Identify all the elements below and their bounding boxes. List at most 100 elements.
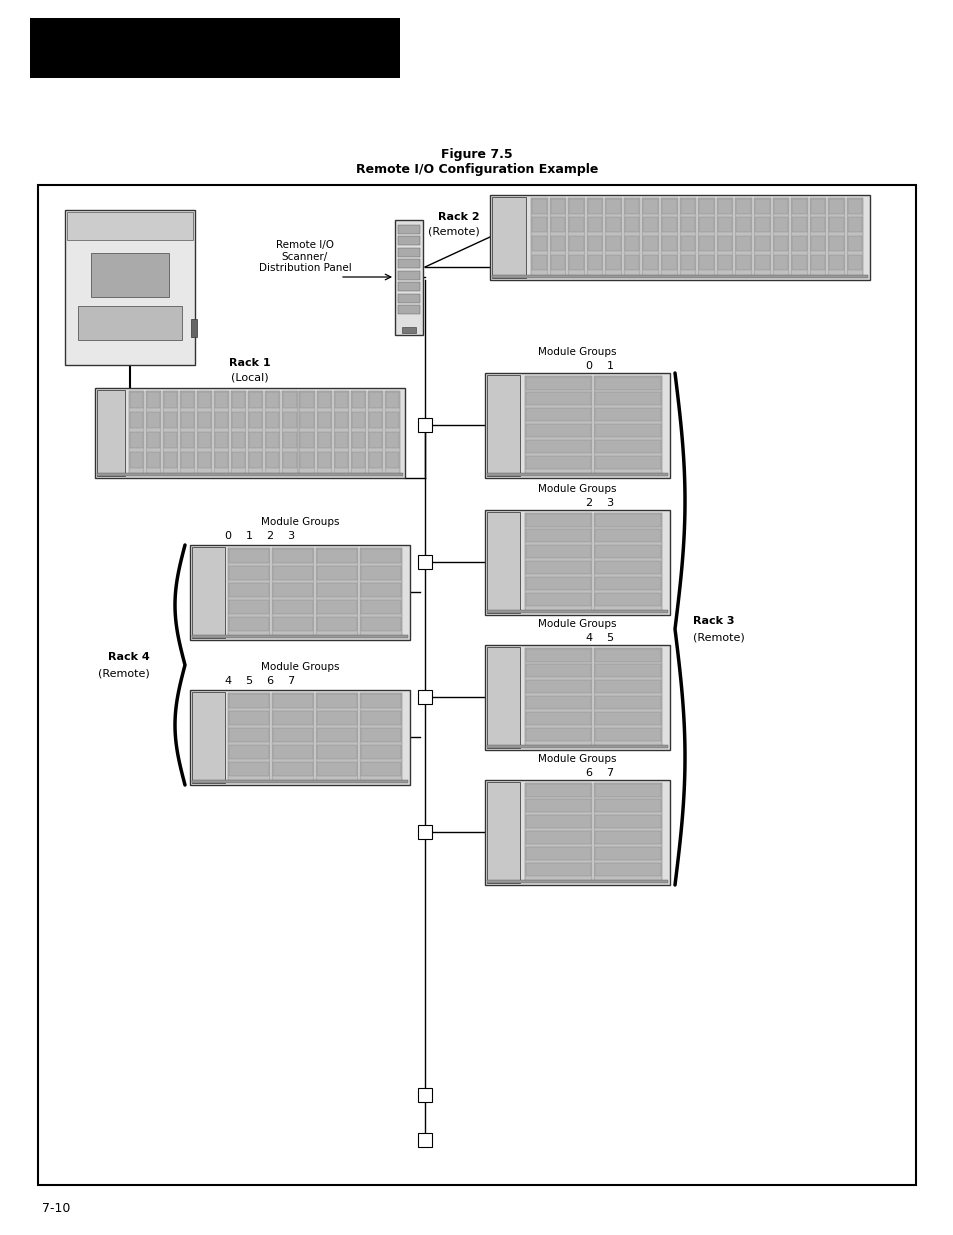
Bar	[791, 236, 806, 251]
Bar	[754, 199, 769, 214]
Bar	[233, 432, 245, 448]
Bar	[67, 212, 193, 240]
Bar	[385, 452, 398, 468]
Bar	[265, 391, 280, 475]
Bar	[736, 199, 750, 214]
Bar	[282, 391, 297, 475]
Bar	[484, 645, 669, 750]
Text: Module Groups: Module Groups	[537, 755, 616, 764]
Bar	[274, 618, 314, 631]
Bar	[249, 452, 262, 468]
Bar	[532, 217, 546, 232]
Bar	[791, 199, 806, 214]
Bar	[595, 545, 659, 558]
Bar	[595, 815, 659, 827]
Bar	[181, 432, 194, 448]
Bar	[773, 199, 787, 214]
Bar	[773, 217, 787, 232]
Bar	[525, 863, 591, 876]
Bar	[525, 577, 591, 590]
Bar	[624, 199, 639, 214]
Bar	[606, 254, 620, 270]
Bar	[486, 610, 667, 613]
Bar	[642, 199, 658, 214]
Bar	[130, 391, 143, 408]
Bar	[352, 412, 364, 429]
Bar	[810, 217, 824, 232]
Bar	[525, 408, 591, 421]
Bar	[624, 254, 639, 270]
Bar	[595, 514, 659, 527]
Bar	[335, 412, 347, 429]
Bar	[595, 713, 659, 725]
Bar	[65, 210, 194, 366]
Bar	[352, 391, 364, 408]
Bar	[274, 566, 314, 580]
Bar	[316, 548, 358, 637]
Bar	[736, 217, 750, 232]
Bar	[699, 199, 713, 214]
Bar	[809, 198, 825, 277]
Bar	[827, 198, 844, 277]
Bar	[810, 254, 824, 270]
Bar	[595, 847, 659, 860]
Bar	[606, 217, 620, 232]
Bar	[525, 815, 591, 827]
Bar	[229, 566, 269, 580]
Bar	[525, 784, 591, 797]
Bar	[661, 236, 676, 251]
Bar	[361, 618, 401, 631]
Bar	[568, 198, 584, 277]
Bar	[595, 697, 659, 709]
Bar	[594, 375, 661, 475]
Bar	[524, 513, 592, 613]
Bar	[679, 199, 695, 214]
Bar	[828, 199, 843, 214]
Bar	[129, 391, 144, 475]
Bar	[595, 593, 659, 606]
Bar	[661, 254, 676, 270]
Bar	[266, 452, 279, 468]
Bar	[300, 452, 314, 468]
Bar	[525, 456, 591, 469]
Bar	[360, 693, 402, 782]
Bar	[679, 254, 695, 270]
Text: 0    1: 0 1	[585, 361, 613, 370]
Bar	[147, 391, 160, 408]
Bar	[642, 217, 658, 232]
Bar	[317, 745, 357, 760]
Bar	[274, 762, 314, 776]
Text: (Remote): (Remote)	[98, 668, 150, 678]
Bar	[266, 412, 279, 429]
Bar	[361, 583, 401, 597]
Bar	[273, 693, 314, 782]
Bar	[397, 248, 419, 257]
Text: 0    1    2    3: 0 1 2 3	[225, 531, 295, 541]
Bar	[525, 391, 591, 405]
Bar	[484, 510, 669, 615]
Bar	[524, 375, 592, 475]
Bar	[190, 545, 410, 640]
Bar	[492, 275, 867, 278]
Bar	[595, 529, 659, 542]
Bar	[772, 198, 788, 277]
Bar	[595, 831, 659, 844]
Bar	[334, 391, 348, 475]
Bar	[642, 236, 658, 251]
Bar	[586, 198, 602, 277]
Bar	[316, 693, 358, 782]
Bar	[249, 391, 262, 408]
Bar	[91, 253, 169, 296]
Bar	[192, 635, 408, 638]
Bar	[595, 561, 659, 574]
Bar	[525, 727, 591, 741]
Bar	[486, 881, 667, 883]
Bar	[595, 577, 659, 590]
Bar	[274, 745, 314, 760]
Bar	[397, 282, 419, 291]
Text: Rack 3: Rack 3	[692, 616, 734, 626]
Bar	[397, 305, 419, 314]
Bar	[550, 217, 564, 232]
Bar	[595, 784, 659, 797]
Text: 2    3: 2 3	[585, 498, 613, 508]
